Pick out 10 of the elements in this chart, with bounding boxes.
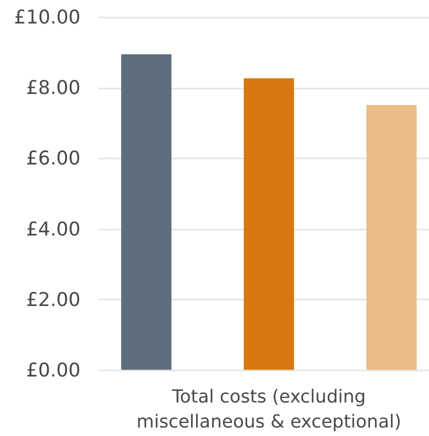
- y-tick-label: £6.00: [26, 148, 81, 170]
- y-tick-label: £8.00: [26, 77, 81, 100]
- bar: [121, 54, 172, 370]
- x-tick-label: Total costs (excluding miscellaneous & exceptional): [136, 386, 402, 433]
- bar: [366, 105, 417, 370]
- y-tick-label: £10.00: [14, 6, 81, 28]
- bar: [244, 78, 294, 370]
- y-tick-label: £4.00: [26, 218, 81, 240]
- y-tick-label: £0.00: [26, 360, 81, 382]
- y-tick-label: £2.00: [26, 288, 81, 311]
